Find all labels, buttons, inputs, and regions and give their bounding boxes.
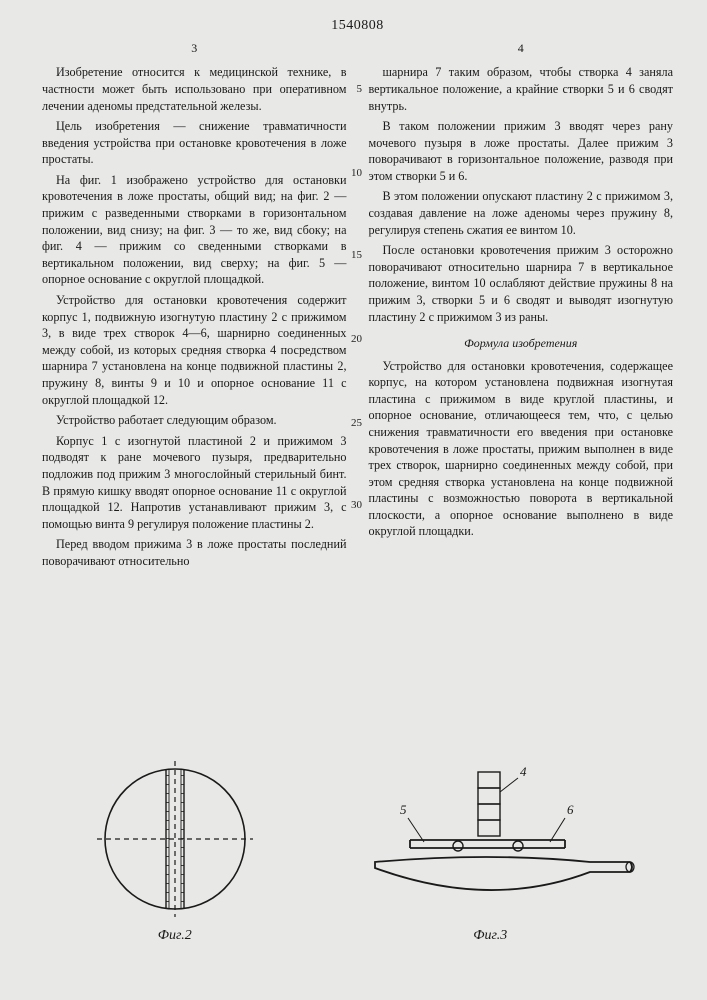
figure-2: Фиг.2 <box>75 754 275 944</box>
patent-page: 1540808 3 Изобретение относится к медици… <box>0 0 707 1000</box>
document-number: 1540808 <box>42 18 673 34</box>
right-col-page-num: 4 <box>369 40 674 56</box>
para: Корпус 1 с изогнутой пластиной 2 и прижи… <box>42 433 347 533</box>
para: После остановки кровотечения прижим 3 ос… <box>369 242 674 325</box>
para: Устройство работает следующим образом. <box>42 412 347 429</box>
svg-text:5: 5 <box>400 802 407 817</box>
text-columns: 3 Изобретение относится к медицинской те… <box>42 40 673 574</box>
line-num: 10 <box>351 168 362 179</box>
formula-title: Формула изобретения <box>369 335 674 351</box>
para: Цель изобретения — снижение травматичнос… <box>42 118 347 168</box>
formula-text: Устройство для остановки кровотечения, с… <box>369 358 674 541</box>
para: шарнира 7 таким образом, чтобы створка 4… <box>369 64 674 114</box>
right-column: 4 шарнира 7 таким образом, чтобы створка… <box>369 40 674 574</box>
line-num: 30 <box>351 500 362 511</box>
svg-text:4: 4 <box>520 764 527 779</box>
left-col-page-num: 3 <box>42 40 347 56</box>
svg-text:6: 6 <box>567 802 574 817</box>
line-num: 15 <box>351 250 362 261</box>
figure-3: 5 4 6 Фиг.3 <box>340 754 640 944</box>
para: В таком положении прижим 3 вводят через … <box>369 118 674 184</box>
figures-row: Фиг.2 5 4 6 Фиг.3 <box>42 754 673 944</box>
fig2-label: Фиг.2 <box>75 928 275 944</box>
para: На фиг. 1 изображено устройство для оста… <box>42 172 347 288</box>
line-num: 5 <box>357 84 363 95</box>
fig3-label: Фиг.3 <box>340 928 640 944</box>
para: В этом положении опускают пластину 2 с п… <box>369 188 674 238</box>
left-column: 3 Изобретение относится к медицинской те… <box>42 40 347 574</box>
line-num: 20 <box>351 334 362 345</box>
para: Изобретение относится к медицинской техн… <box>42 64 347 114</box>
para: Перед вводом прижима 3 в ложе простаты п… <box>42 536 347 569</box>
para: Устройство для остановки кровотечения со… <box>42 292 347 408</box>
line-num: 25 <box>351 418 362 429</box>
